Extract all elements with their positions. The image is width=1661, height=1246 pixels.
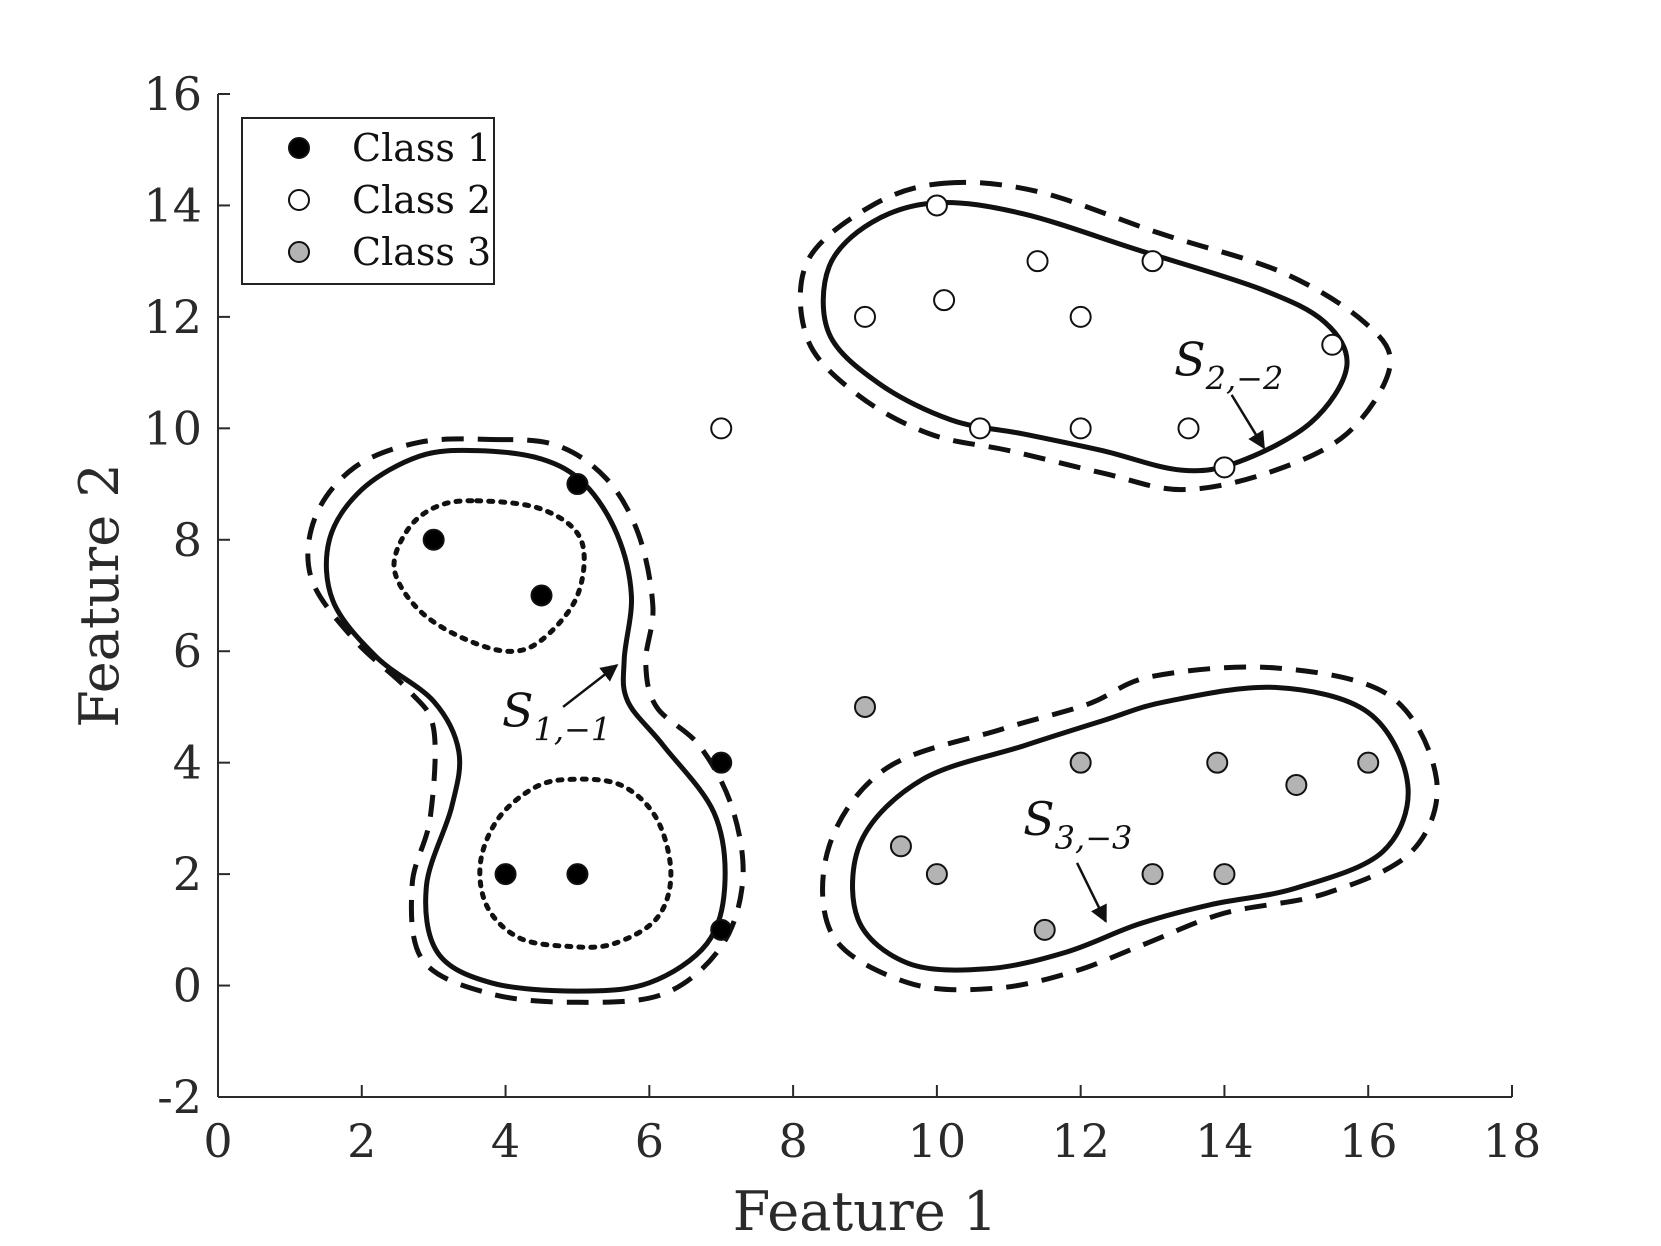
annotation-arrow	[1075, 862, 1107, 924]
point-class-3	[854, 695, 876, 718]
point-class-2	[1141, 250, 1164, 273]
legend-marker	[288, 189, 310, 211]
x-tick-label: 12	[1051, 1114, 1110, 1168]
legend-marker	[288, 241, 310, 263]
legend-label: Class 3	[352, 230, 491, 274]
x-tick-label: 10	[908, 1114, 967, 1168]
point-class-2	[710, 417, 733, 440]
annotation-2: S2,−2	[1174, 332, 1283, 450]
annotations: S1,−1 S2,−2 S3,−3	[502, 332, 1283, 924]
legend-box	[241, 117, 495, 285]
annotation-3: S3,−3	[1023, 792, 1132, 924]
point-class-3	[1357, 751, 1380, 774]
contour-class3-dashed	[820, 664, 1440, 993]
annotation-arrow	[1230, 394, 1266, 450]
point-class-2	[925, 194, 948, 217]
x-tick-label: 14	[1195, 1114, 1254, 1168]
point-class-2	[1069, 417, 1092, 440]
x-tick-label: 6	[635, 1114, 664, 1168]
point-class-2	[1321, 333, 1344, 356]
point-class-3	[1206, 751, 1229, 774]
y-tick-label: 10	[143, 401, 202, 455]
contour-class1-upper-dotted	[391, 498, 587, 654]
y-tick-label: 8	[173, 513, 202, 567]
legend-marker	[288, 137, 310, 159]
data-points	[422, 194, 1380, 941]
annotation-label: S1,−1	[502, 683, 611, 748]
decision-boundaries	[305, 179, 1440, 1005]
point-class-1	[530, 584, 553, 607]
point-class-2	[1177, 417, 1200, 440]
point-class-3	[925, 863, 948, 886]
point-class-1	[422, 528, 445, 551]
point-class-2	[969, 417, 992, 440]
point-class-2	[1069, 305, 1092, 328]
contour-class1-dashed	[305, 436, 746, 1005]
contour-class3-solid	[850, 684, 1411, 973]
point-class-3	[1285, 773, 1308, 796]
point-class-3	[1141, 863, 1164, 886]
point-class-1	[494, 863, 517, 886]
legend-label: Class 1	[352, 126, 491, 170]
contour-class2-solid	[820, 199, 1350, 474]
annotation-1: S1,−1	[502, 664, 619, 748]
point-class-1	[566, 863, 589, 886]
x-tick-label: 16	[1339, 1114, 1398, 1168]
x-tick-label: 4	[491, 1114, 520, 1168]
point-class-1	[710, 918, 733, 941]
y-tick-label: 12	[143, 290, 202, 344]
y-tick-label: 16	[143, 67, 202, 121]
point-class-1	[710, 751, 733, 774]
annotation-arrow	[562, 664, 619, 708]
point-class-3	[889, 835, 912, 858]
legend: Class 1 Class 2 Class 3	[241, 117, 495, 285]
point-class-2	[854, 305, 876, 328]
x-axis-label: Feature 1	[733, 1180, 997, 1243]
y-tick-label: -2	[157, 1070, 202, 1124]
point-class-2	[1213, 456, 1236, 479]
annotation-label: S2,−2	[1174, 332, 1283, 397]
x-tick-label: 8	[778, 1114, 807, 1168]
y-tick-label: 4	[173, 736, 202, 790]
point-class-3	[1033, 918, 1056, 941]
contour-class2-dashed	[797, 179, 1393, 493]
y-tick-label: 0	[173, 959, 202, 1013]
legend-label: Class 2	[352, 178, 491, 222]
contour-class1-lower-dotted	[477, 776, 674, 950]
contour-class1-solid	[323, 447, 728, 994]
point-class-2	[1026, 250, 1049, 273]
x-tick-label: 0	[203, 1114, 232, 1168]
y-tick-label: 2	[173, 847, 202, 901]
x-tick-label: 18	[1483, 1114, 1542, 1168]
x-tick-label: 2	[347, 1114, 376, 1168]
y-tick-label: 14	[143, 178, 202, 232]
annotation-label: S3,−3	[1023, 792, 1132, 857]
point-class-3	[1069, 751, 1092, 774]
y-tick-label: 6	[173, 624, 202, 678]
point-class-3	[1213, 863, 1236, 886]
point-class-1	[566, 473, 589, 496]
y-axis-label: Feature 2	[68, 463, 131, 727]
point-class-2	[933, 289, 956, 312]
